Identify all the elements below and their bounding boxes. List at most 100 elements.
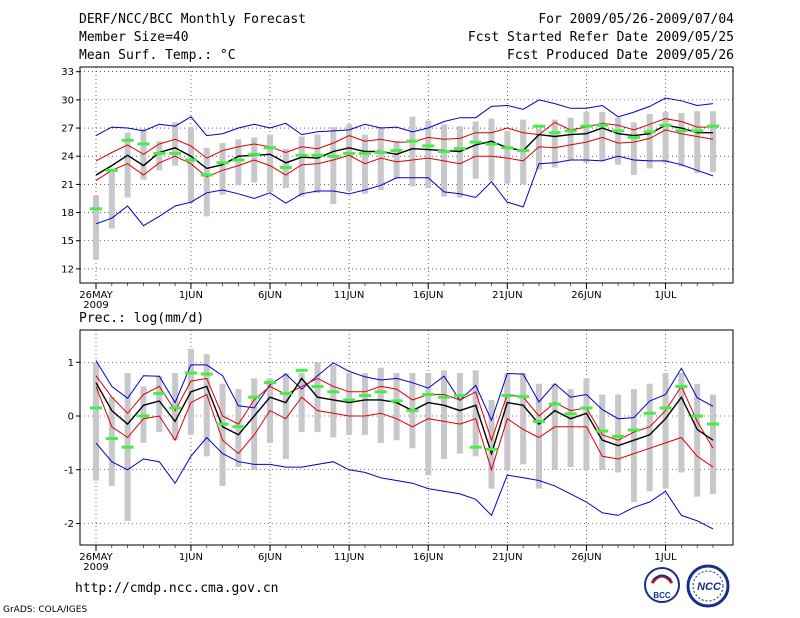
ensemble-box: [710, 111, 716, 173]
median-marker: [596, 429, 609, 433]
ensemble-box: [456, 373, 463, 454]
x-tick-label: 1JUN: [179, 290, 203, 301]
y-tick-label: 12: [61, 264, 74, 275]
x-tick-label: 6JUN: [258, 552, 282, 563]
median-marker: [295, 368, 308, 372]
x-tick-label: 26MAY: [79, 552, 113, 563]
x-tick-label: 26JUN: [571, 552, 601, 563]
median-marker: [532, 124, 545, 128]
median-marker: [675, 384, 688, 388]
median-marker: [675, 129, 688, 133]
median-marker: [517, 395, 530, 399]
ensemble-box: [456, 126, 463, 198]
median-marker: [580, 406, 593, 410]
temperature-variable-label: Mean Surf. Temp.: °C: [79, 48, 236, 63]
ensemble-box: [425, 120, 432, 189]
chart-title: DERF/NCC/BCC Monthly Forecast: [79, 12, 306, 27]
median-marker: [453, 394, 466, 398]
series-max-line: [95, 360, 714, 422]
median-marker: [137, 142, 150, 146]
median-marker: [248, 152, 261, 156]
ncc-logo-text: NCC: [697, 581, 722, 593]
series-min-line: [95, 155, 714, 227]
median-marker: [153, 151, 166, 155]
ensemble-box: [346, 124, 353, 191]
ensemble-box: [409, 116, 416, 187]
median-marker: [612, 434, 625, 438]
ensemble-box: [488, 118, 495, 181]
y-tick-label: 27: [61, 124, 74, 135]
y-tick-label: -2: [64, 519, 74, 530]
plot-frame: [79, 66, 734, 284]
median-marker: [248, 395, 261, 399]
x-tick-label: 16JUN: [413, 552, 443, 563]
ensemble-box: [694, 111, 701, 174]
median-marker: [501, 146, 514, 150]
median-marker: [279, 165, 292, 169]
median-marker: [422, 144, 435, 148]
ensemble-box: [124, 132, 131, 198]
ensemble-box: [583, 378, 590, 470]
median-marker: [438, 395, 451, 399]
bcc-logo-ring: [644, 567, 680, 603]
median-marker: [691, 129, 704, 133]
median-marker: [596, 123, 609, 127]
grads-credit: GrADS: COLA/IGES: [3, 605, 88, 615]
ensemble-box: [504, 373, 511, 470]
ensemble-box: [93, 195, 99, 260]
median-marker: [564, 129, 577, 133]
median-marker: [200, 173, 213, 177]
ensemble-box: [662, 373, 669, 489]
ensemble-box: [535, 383, 542, 489]
ensemble-box: [108, 397, 115, 486]
median-marker: [548, 131, 561, 135]
median-marker: [169, 406, 182, 410]
ensemble-box: [219, 383, 226, 486]
x-tick-label: 1JUL: [654, 552, 677, 563]
median-marker: [643, 130, 656, 134]
median-marker: [311, 384, 324, 388]
x-tick-label: 6JUN: [258, 290, 282, 301]
ensemble-box: [425, 373, 432, 476]
median-marker: [469, 445, 482, 449]
median-marker: [422, 393, 435, 396]
x-year-label: 2009: [83, 562, 108, 573]
median-marker: [548, 402, 561, 406]
series-max-line: [95, 97, 714, 137]
median-marker: [707, 124, 719, 128]
median-marker: [216, 161, 229, 165]
median-marker: [232, 158, 245, 162]
median-marker: [184, 158, 197, 162]
ensemble-box: [551, 119, 558, 168]
ensemble-box: [235, 139, 242, 186]
median-marker: [580, 124, 593, 128]
ensemble-box: [520, 373, 527, 465]
ensemble-box: [393, 373, 400, 441]
ensemble-box: [583, 112, 590, 163]
median-marker: [501, 394, 514, 398]
ensemble-box: [615, 394, 622, 473]
ensemble-box: [599, 112, 606, 161]
median-marker: [532, 419, 545, 423]
x-tick-label: 11JUN: [334, 290, 364, 301]
ensemble-box: [298, 136, 305, 197]
median-marker: [232, 425, 245, 429]
ensemble-box: [203, 354, 210, 457]
median-marker: [279, 391, 292, 395]
median-marker: [659, 123, 672, 127]
ensemble-box: [156, 375, 163, 433]
median-marker: [627, 135, 640, 139]
median-marker: [390, 399, 403, 403]
source-url[interactable]: http://cmdp.ncc.cma.gov.cn: [75, 581, 279, 596]
y-tick-label: 1: [68, 358, 74, 369]
ensemble-box: [377, 367, 384, 443]
median-marker: [406, 139, 419, 143]
y-tick-label: -1: [64, 465, 74, 476]
median-marker: [169, 151, 182, 155]
series-mean-line: [95, 124, 713, 176]
median-marker: [517, 149, 530, 153]
median-marker: [691, 414, 704, 418]
series-min-line: [95, 436, 714, 530]
y-tick-label: 0: [68, 412, 74, 423]
